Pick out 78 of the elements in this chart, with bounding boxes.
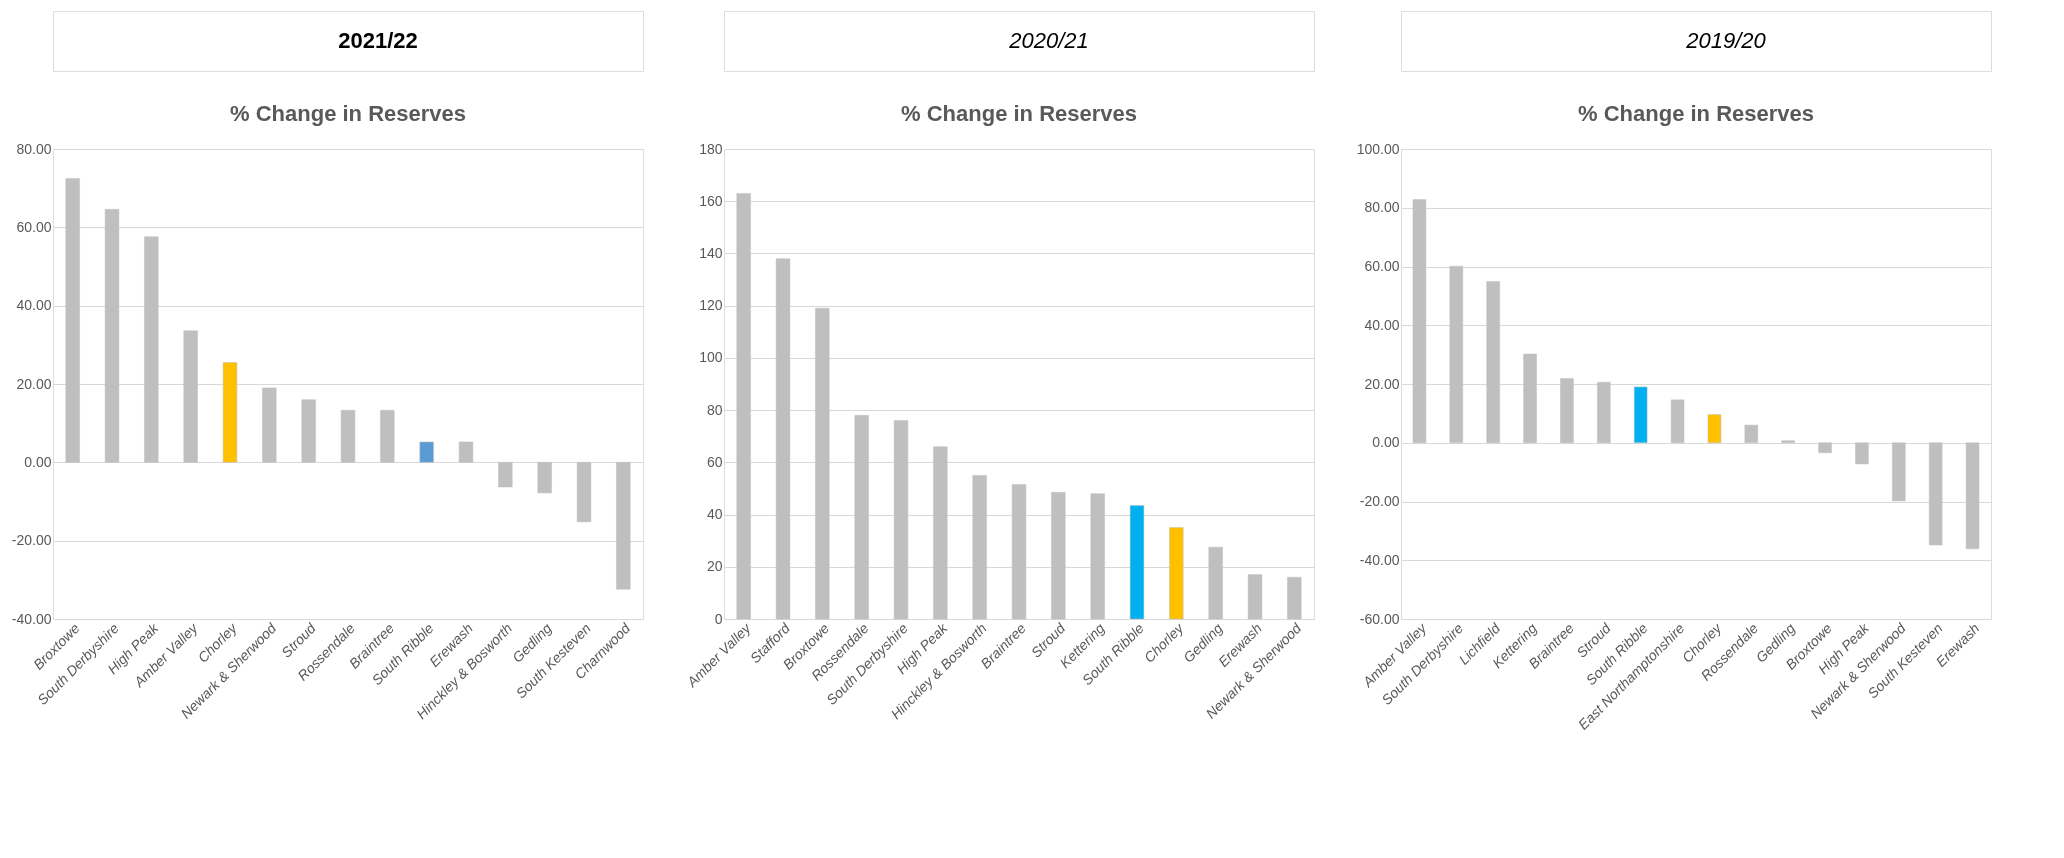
y-tick-label: 40.00: [16, 297, 52, 314]
bar: [1965, 442, 1980, 550]
bar: [893, 420, 909, 620]
bar: [854, 415, 869, 620]
y-tick-label: -20.00: [1359, 493, 1400, 509]
y-tick-label: 160: [699, 192, 723, 209]
bar: [1051, 492, 1066, 620]
bar: [1633, 386, 1648, 443]
bar: [576, 462, 592, 523]
bar: [1744, 424, 1759, 443]
y-tick-label: 100.00: [1356, 140, 1400, 157]
bar: [1560, 378, 1574, 443]
bar: [1928, 442, 1943, 546]
bar: [183, 330, 198, 463]
y-tick-label: 0.00: [1372, 434, 1400, 451]
y-tick-label: 0.00: [24, 453, 52, 470]
bar: [144, 236, 159, 463]
bar: [1707, 414, 1722, 443]
bar: [419, 441, 434, 463]
y-tick-label: -40.00: [11, 610, 52, 627]
bar: [65, 178, 80, 463]
bar: [380, 409, 395, 463]
y-tick-label: 120: [699, 297, 723, 314]
y-tick-label: 180: [699, 140, 723, 157]
text: 2021/22: [338, 28, 418, 53]
text: 2020/21: [1008, 28, 1089, 53]
bar: [1855, 442, 1869, 465]
y-tick-label: 60.00: [16, 218, 52, 235]
bar: [1169, 527, 1184, 620]
bar: [537, 462, 552, 494]
bar: [1129, 505, 1145, 620]
y-tick-label: 60: [706, 453, 723, 470]
y-tick-label: 40.00: [1364, 316, 1400, 333]
bar: [222, 362, 238, 463]
bar: [1412, 199, 1427, 443]
bar: [1247, 574, 1263, 620]
y-tick-label: 20: [706, 558, 723, 575]
bar: [1449, 265, 1464, 443]
bar: [1208, 546, 1223, 620]
bar: [340, 409, 356, 463]
bar: [1486, 281, 1500, 443]
chart-title: % Change in Reserves: [901, 101, 1137, 126]
y-tick-label: 20.00: [16, 375, 52, 392]
bar: [1670, 399, 1685, 443]
bar: [262, 387, 277, 463]
bar: [815, 308, 830, 620]
bar: [1597, 381, 1611, 443]
y-tick-label: 140: [699, 244, 723, 261]
bar: [498, 462, 513, 488]
bar: [1892, 442, 1906, 502]
chart-title: % Change in Reserves: [1578, 101, 1814, 126]
y-tick-label: 80.00: [1364, 199, 1400, 216]
y-tick-label: 80.00: [16, 140, 52, 157]
bar: [933, 446, 948, 620]
bar: [775, 258, 791, 620]
bar: [1818, 442, 1832, 453]
y-tick-label: 40: [706, 506, 723, 523]
y-tick-label: 100: [699, 349, 723, 366]
bar: [458, 441, 474, 463]
bar: [1523, 353, 1537, 443]
y-tick-label: -20.00: [11, 532, 52, 549]
text: 2019/20: [1685, 28, 1767, 53]
bar: [1781, 440, 1795, 443]
y-tick-label: 80: [706, 401, 723, 418]
bar: [616, 462, 631, 590]
bar: [1287, 576, 1302, 620]
bar: [1011, 484, 1027, 620]
y-tick-label: 20.00: [1364, 375, 1400, 392]
bar: [1090, 493, 1105, 620]
bar: [736, 193, 751, 620]
bar: [104, 209, 120, 463]
bar: [972, 475, 987, 620]
bar: [301, 399, 316, 463]
y-tick-label: -60.00: [1359, 610, 1400, 627]
y-tick-label: 60.00: [1364, 258, 1400, 274]
chart-title: % Change in Reserves: [230, 101, 466, 126]
y-tick-label: 0: [714, 610, 723, 627]
y-tick-label: -40.00: [1359, 551, 1400, 568]
